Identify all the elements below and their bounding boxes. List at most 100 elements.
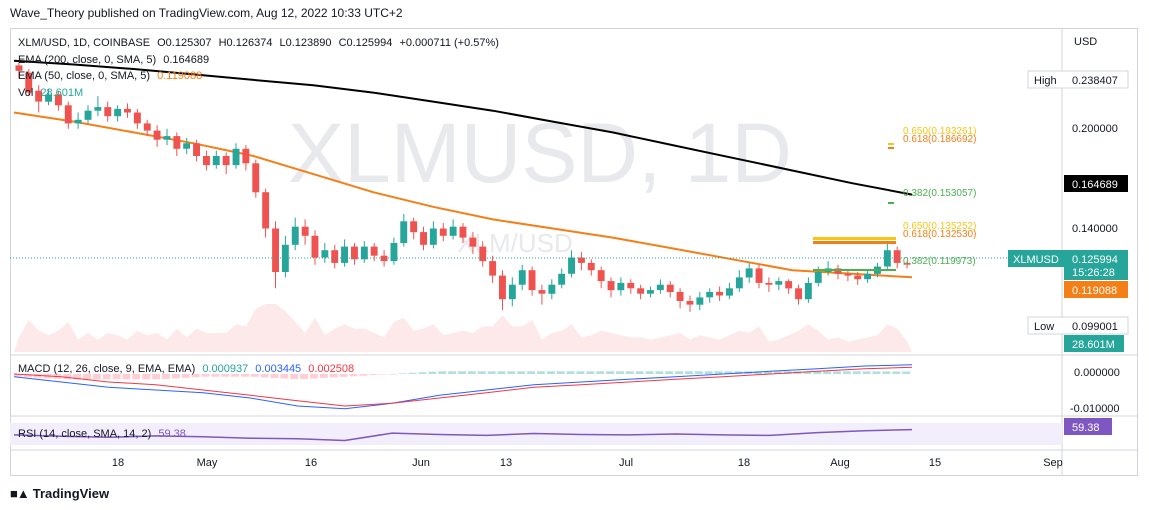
macd-bar — [23, 374, 32, 378]
macd-bar — [586, 371, 595, 374]
candle — [311, 230, 319, 265]
candle — [193, 139, 200, 162]
candle — [469, 232, 477, 254]
time-axis-label: 15 — [929, 457, 941, 469]
axis-tick-0: 0.200000 — [1072, 123, 1118, 135]
fib-label-upper-650: 0.650(0.193261) — [903, 126, 976, 137]
macd-bar — [260, 374, 269, 378]
macd-bar — [122, 374, 131, 380]
time-axis-label: Jun — [412, 457, 430, 469]
candle — [795, 284, 802, 305]
ema200-tag-box — [1064, 175, 1128, 192]
fib-label-upper-618: 0.618(0.186692) — [903, 134, 976, 145]
price-tag: 0.125994 — [1072, 254, 1118, 266]
candle — [479, 241, 487, 267]
macd-bar — [833, 371, 841, 374]
macd-bar — [616, 371, 624, 374]
candle — [301, 219, 309, 245]
macd-bar — [171, 374, 180, 379]
macd-bar — [132, 374, 141, 380]
macd-bar — [14, 374, 22, 377]
ema200-path — [13, 59, 913, 196]
candle — [716, 286, 723, 301]
macd-bar — [477, 371, 486, 374]
candle — [864, 270, 871, 283]
high-label: High — [1034, 75, 1057, 87]
macd-bar — [537, 371, 545, 374]
macd-bar — [467, 371, 476, 374]
volume-area — [14, 304, 912, 352]
macd-bar — [300, 374, 309, 379]
macd-histogram — [14, 371, 910, 380]
time-axis-label: 18 — [738, 457, 750, 469]
candle — [903, 261, 911, 269]
candle — [232, 143, 240, 169]
fib-level-mid-382 — [888, 202, 894, 204]
legend-ema200: EMA (200, close, 0, SMA, 5) 0.164689 — [18, 54, 209, 66]
macd-bar — [408, 372, 417, 374]
macd-bar — [458, 371, 466, 374]
macd-bar — [191, 374, 200, 378]
macd-bar — [625, 371, 634, 374]
candle — [163, 128, 171, 146]
macd-bar — [645, 371, 654, 374]
candle — [508, 277, 516, 307]
candle — [765, 277, 773, 292]
candle — [706, 288, 714, 303]
rsi-path — [13, 428, 913, 442]
macd-bar — [527, 371, 535, 374]
time-axis: 18 May 16 Jun 13 Jul 18 Aug 15 Sep — [112, 457, 1063, 469]
candle — [558, 268, 566, 289]
candle — [666, 281, 674, 298]
candle — [587, 259, 595, 276]
macd-bar — [270, 374, 279, 378]
legend-symbol: XLM/USD, 1D, COINBASE O0.125307 H0.12637… — [18, 37, 499, 49]
rsi-tag: 59.38 — [1072, 422, 1100, 434]
macd-bar — [329, 374, 338, 378]
macd-bar — [102, 374, 111, 380]
fib-zone-lower-650 — [813, 237, 896, 240]
candle — [35, 85, 43, 113]
macd-bar — [290, 374, 299, 380]
candle — [370, 243, 378, 262]
candle — [568, 250, 575, 278]
macd-bar — [92, 374, 101, 380]
rsi-tag-box — [1064, 418, 1112, 435]
macd-tick-0: 0.000000 — [1074, 367, 1120, 379]
candle — [518, 264, 526, 291]
macd-bar — [280, 374, 289, 379]
candle — [578, 252, 585, 271]
candle — [686, 295, 694, 312]
candle — [143, 119, 151, 137]
candle — [676, 288, 684, 309]
candle — [844, 270, 852, 282]
time-axis-label: Aug — [830, 457, 850, 469]
candle — [281, 235, 289, 278]
macd-bar — [379, 374, 387, 375]
candle — [15, 61, 23, 79]
vol-tag-box — [1064, 335, 1124, 352]
macd-bar — [389, 373, 397, 375]
macd-bar — [665, 371, 674, 374]
candle — [804, 277, 812, 303]
macd-bar — [606, 371, 614, 374]
axis-currency: USD — [1074, 36, 1097, 48]
candle — [854, 272, 862, 285]
candle — [104, 101, 112, 122]
candle — [331, 244, 339, 269]
macd-bar — [655, 371, 664, 374]
ema200-tag: 0.164689 — [1072, 179, 1118, 191]
macd-bar — [517, 371, 526, 374]
candle — [153, 125, 161, 147]
legend-rsi: RSI (14, close, SMA, 14, 2) 59.38 — [18, 428, 186, 440]
macd-bar — [566, 371, 575, 374]
candle — [528, 266, 536, 296]
tradingview-logo-icon: ■▲ — [10, 486, 30, 501]
macd-bar — [73, 374, 82, 380]
candle — [380, 250, 388, 267]
macd-bar — [892, 371, 901, 374]
candle — [656, 279, 664, 294]
candle — [775, 277, 783, 291]
candle — [173, 132, 181, 156]
